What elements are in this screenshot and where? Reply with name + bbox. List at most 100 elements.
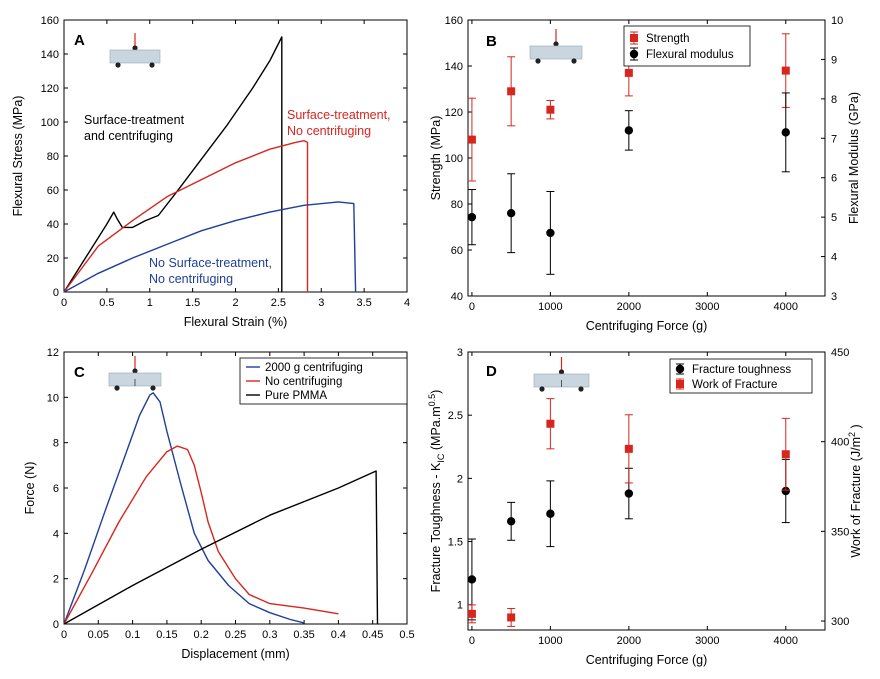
panel-d-schematic-support-right bbox=[578, 386, 584, 392]
panel-b-xtick-label: 0 bbox=[469, 301, 475, 313]
panel-c-legend bbox=[239, 357, 408, 405]
panel-d-schematic-support-left bbox=[539, 386, 545, 392]
panel-b-ytick-label: 40 bbox=[451, 291, 463, 303]
panel-b-schematic-support-right bbox=[571, 58, 577, 64]
panel-a-ytick-label: 80 bbox=[47, 151, 59, 163]
panel-a-schematic-support-left bbox=[115, 62, 121, 68]
panel-b-legend-label: Strength bbox=[646, 33, 689, 45]
panel-c-ytick-label: 12 bbox=[47, 347, 59, 359]
panel-a-xtick-label: 4 bbox=[404, 297, 410, 309]
panel-d-ytick-label: 2 bbox=[457, 473, 463, 485]
panel-a-series-0 bbox=[63, 36, 283, 293]
panel-d-ytick-label: 1.5 bbox=[448, 537, 463, 549]
panel-a-schematic bbox=[109, 33, 161, 68]
panel-c-legend-label: 2000 g centrifuging bbox=[265, 362, 363, 374]
panel-a-series-1 bbox=[63, 139, 309, 293]
panel-c-series-0 bbox=[63, 392, 305, 625]
panel-d-point-0-1 bbox=[506, 517, 516, 526]
panel-d-frame bbox=[467, 351, 826, 631]
panel-b-xtick-label: 4000 bbox=[774, 301, 798, 313]
panel-c-xtick-label: 0.2 bbox=[194, 629, 209, 641]
panel-c-legend-label: Pure PMMA bbox=[265, 390, 327, 402]
panel-a-xlabel: Flexural Strain (%) bbox=[184, 315, 288, 329]
panel-c-xtick-label: 0 bbox=[61, 629, 67, 641]
panel-c-xtick-label: 0.15 bbox=[156, 629, 177, 641]
panel-c-xtick-label: 0.45 bbox=[362, 629, 383, 641]
panel-b-point-0-2 bbox=[546, 105, 555, 114]
panel-b-legend bbox=[623, 25, 751, 67]
panel-d-point-1-0 bbox=[467, 609, 476, 618]
panel-b-xtick-label: 1000 bbox=[538, 301, 562, 313]
panel-b-schematic-beam bbox=[529, 45, 583, 60]
panel-b-xlabel: Centrifuging Force (g) bbox=[586, 319, 708, 333]
panel-c-schematic-support-right bbox=[150, 385, 156, 391]
panel-d-xlabel: Centrifuging Force (g) bbox=[586, 653, 708, 667]
panel-d-point-1-2 bbox=[546, 419, 555, 428]
panel-a-annotation-0: Surface-treatment bbox=[84, 113, 185, 127]
panel-a-schematic-support-right bbox=[149, 62, 155, 68]
panel-c-ytick-label: 0 bbox=[53, 619, 59, 631]
panel-b-xtick-label: 2000 bbox=[617, 301, 641, 313]
panel-b-point-1-0 bbox=[467, 212, 477, 222]
panel-b-point-0-4 bbox=[781, 66, 790, 75]
panel-a-xtick-label: 2.5 bbox=[271, 297, 286, 309]
panel-d-legend bbox=[669, 358, 813, 394]
panel-c-xtick-label: 0.35 bbox=[293, 629, 314, 641]
panel-c-schematic bbox=[108, 356, 162, 391]
panel-b-ylabel: Strength (MPa) bbox=[429, 116, 443, 201]
panel-c-series-2 bbox=[63, 470, 379, 625]
panel-b-ytick-label: 140 bbox=[445, 61, 463, 73]
panel-a-ytick-label: 140 bbox=[41, 49, 59, 61]
panel-b-point-1-4 bbox=[781, 128, 790, 137]
panel-b-y2tick-label: 4 bbox=[831, 252, 837, 264]
panel-b-y2tick-label: 8 bbox=[831, 94, 837, 106]
panel-d-point-0-4 bbox=[781, 486, 790, 496]
panel-d-legend-swatch bbox=[675, 364, 685, 374]
panel-a-xtick-label: 0 bbox=[61, 297, 67, 309]
panel-a-ytick-label: 160 bbox=[41, 15, 59, 27]
panel-d-y2tick-label: 400 bbox=[831, 437, 849, 449]
panel-c-xtick-label: 0.5 bbox=[399, 629, 414, 641]
panel-d-y2label: Work of Fracture (J/m2 ) bbox=[847, 424, 863, 557]
panel-d-xtick-label: 4000 bbox=[774, 635, 798, 647]
panel-b-xtick-label: 3000 bbox=[695, 301, 719, 313]
panel-a-xtick-label: 3.5 bbox=[356, 297, 371, 309]
panel-d-letter: D bbox=[486, 363, 497, 380]
panel-a-xtick-label: 0.5 bbox=[99, 297, 114, 309]
panel-c-xtick-label: 0.25 bbox=[225, 629, 246, 641]
panel-b-legend-swatch bbox=[629, 49, 639, 59]
panel-a-annotation-1: Surface-treatment, bbox=[287, 108, 391, 122]
panel-a-xtick-label: 1.5 bbox=[185, 297, 200, 309]
panel-a-series-2 bbox=[63, 201, 357, 293]
panel-b-y2tick-label: 9 bbox=[831, 54, 837, 66]
panel-c-xlabel: Displacement (mm) bbox=[181, 647, 289, 661]
panel-a-xtick-label: 3 bbox=[318, 297, 324, 309]
panel-c-legend-label: No centrifuging bbox=[265, 376, 342, 388]
panel-d-point-1-4 bbox=[781, 450, 790, 459]
panel-b-ytick-label: 100 bbox=[445, 153, 463, 165]
panel-b-schematic bbox=[529, 29, 583, 64]
panel-d-xtick-label: 2000 bbox=[617, 635, 641, 647]
panel-b-ytick-label: 160 bbox=[445, 15, 463, 27]
panel-a-ytick-label: 0 bbox=[53, 287, 59, 299]
panel-b-y2tick-label: 7 bbox=[831, 133, 837, 145]
panel-a-ytick-label: 120 bbox=[41, 83, 59, 95]
panel-a-schematic-load-pin bbox=[132, 45, 138, 51]
panel-d-point-0-3 bbox=[624, 489, 634, 498]
panel-a-annotation-1: No centrifuging bbox=[287, 124, 371, 138]
panel-b-letter: B bbox=[486, 33, 497, 50]
panel-b-point-1-2 bbox=[546, 228, 555, 238]
panel-c-ytick-label: 6 bbox=[53, 483, 59, 495]
panel-d-ytick-label: 3 bbox=[457, 347, 463, 359]
panel-c-xtick-label: 0.05 bbox=[88, 629, 109, 641]
panel-d-ytick-label: 1 bbox=[457, 600, 463, 612]
panel-a-ytick-label: 100 bbox=[41, 117, 59, 129]
panel-b-schematic-load-pin bbox=[553, 41, 559, 47]
panel-b-y2tick-label: 10 bbox=[831, 15, 843, 27]
panel-b-legend-label: Flexural modulus bbox=[646, 49, 734, 61]
panel-d-legend-label: Work of Fracture bbox=[692, 379, 777, 391]
panel-c-schematic-load-pin bbox=[132, 368, 138, 374]
panel-d-xtick-label: 0 bbox=[469, 635, 475, 647]
panel-a-ytick-label: 60 bbox=[47, 185, 59, 197]
panel-a-schematic-beam bbox=[109, 49, 161, 64]
